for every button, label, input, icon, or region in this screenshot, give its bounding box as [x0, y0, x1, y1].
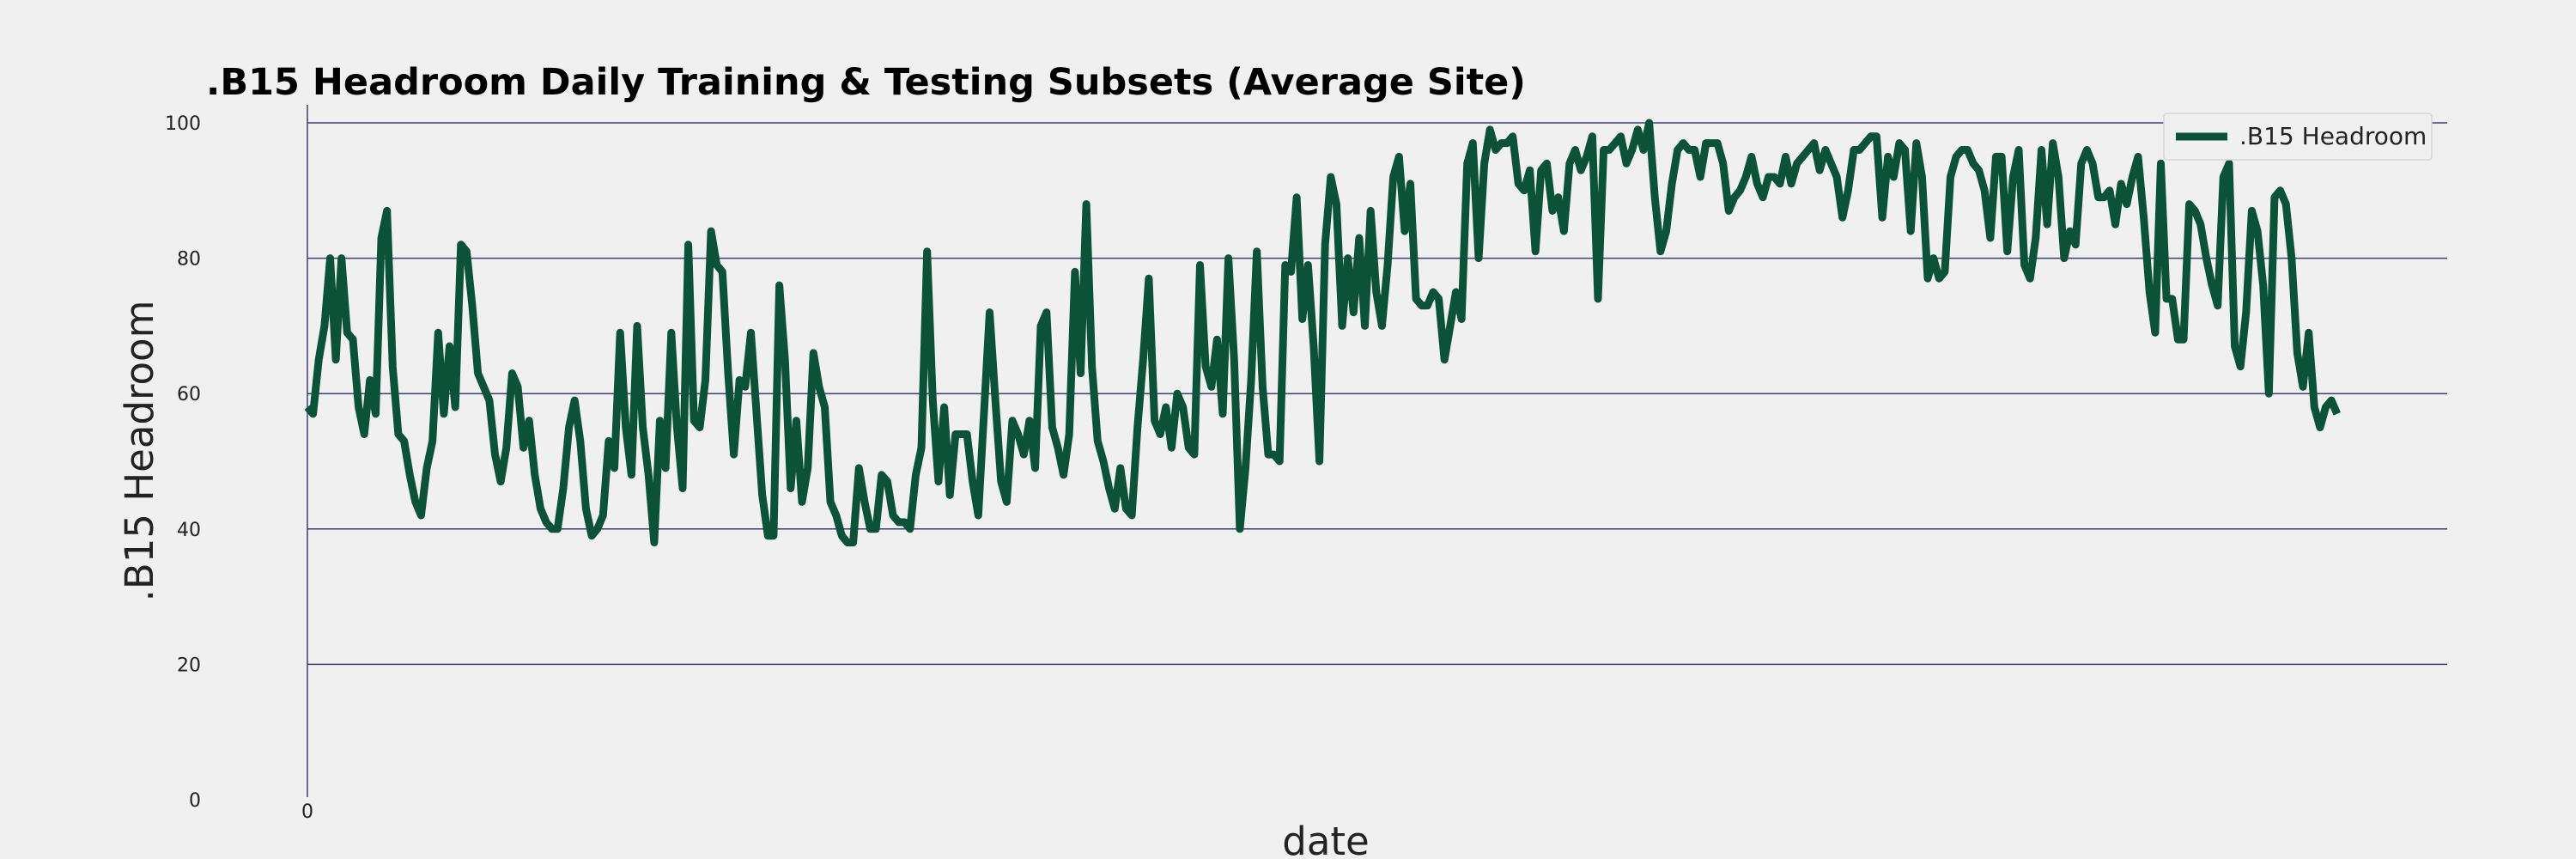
y-tick-label: 0 [189, 790, 201, 812]
chart-title: .B15 Headroom Daily Training & Testing S… [206, 61, 1526, 104]
legend-box [2163, 113, 2433, 161]
y-tick-label: 40 [177, 520, 201, 541]
y-axis-ticks: 0 20 40 60 80 100 [165, 113, 201, 812]
series-line-b15-headroom [304, 119, 2341, 547]
y-tick-label: 100 [165, 113, 201, 135]
x-tick-label: 0 [301, 801, 313, 823]
series-layer [304, 119, 2341, 547]
y-axis-label: .B15 Headroom [117, 301, 162, 602]
y-tick-label: 80 [177, 249, 201, 271]
x-axis-ticks: 0 [301, 801, 313, 823]
y-tick-label: 60 [177, 384, 201, 405]
y-tick-label: 20 [177, 655, 201, 676]
legend: .B15 Headroom [2163, 113, 2433, 161]
legend-label: .B15 Headroom [2239, 122, 2427, 150]
x-axis-label: date [1282, 819, 1369, 859]
